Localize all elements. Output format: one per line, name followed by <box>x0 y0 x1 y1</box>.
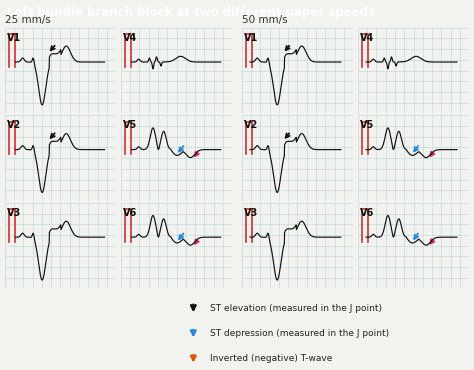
Text: V6: V6 <box>123 208 137 218</box>
Text: V3: V3 <box>7 208 21 218</box>
Text: ST elevation (measured in the J point): ST elevation (measured in the J point) <box>210 304 382 313</box>
Text: ST depression (measured in the J point): ST depression (measured in the J point) <box>210 329 389 338</box>
Text: 25 mm/s: 25 mm/s <box>5 15 51 26</box>
Text: V6: V6 <box>360 208 374 218</box>
Text: V1: V1 <box>244 33 258 43</box>
Text: V5: V5 <box>360 121 374 131</box>
Text: Left bundle branch block at two different paper speeds: Left bundle branch block at two differen… <box>7 6 375 19</box>
Text: V3: V3 <box>244 208 258 218</box>
Text: V4: V4 <box>123 33 137 43</box>
Text: V2: V2 <box>244 121 258 131</box>
Text: V1: V1 <box>7 33 21 43</box>
Text: V4: V4 <box>360 33 374 43</box>
Text: V5: V5 <box>123 121 137 131</box>
Text: Inverted (negative) T-wave: Inverted (negative) T-wave <box>210 354 332 363</box>
Text: V2: V2 <box>7 121 21 131</box>
Text: 50 mm/s: 50 mm/s <box>242 15 287 26</box>
